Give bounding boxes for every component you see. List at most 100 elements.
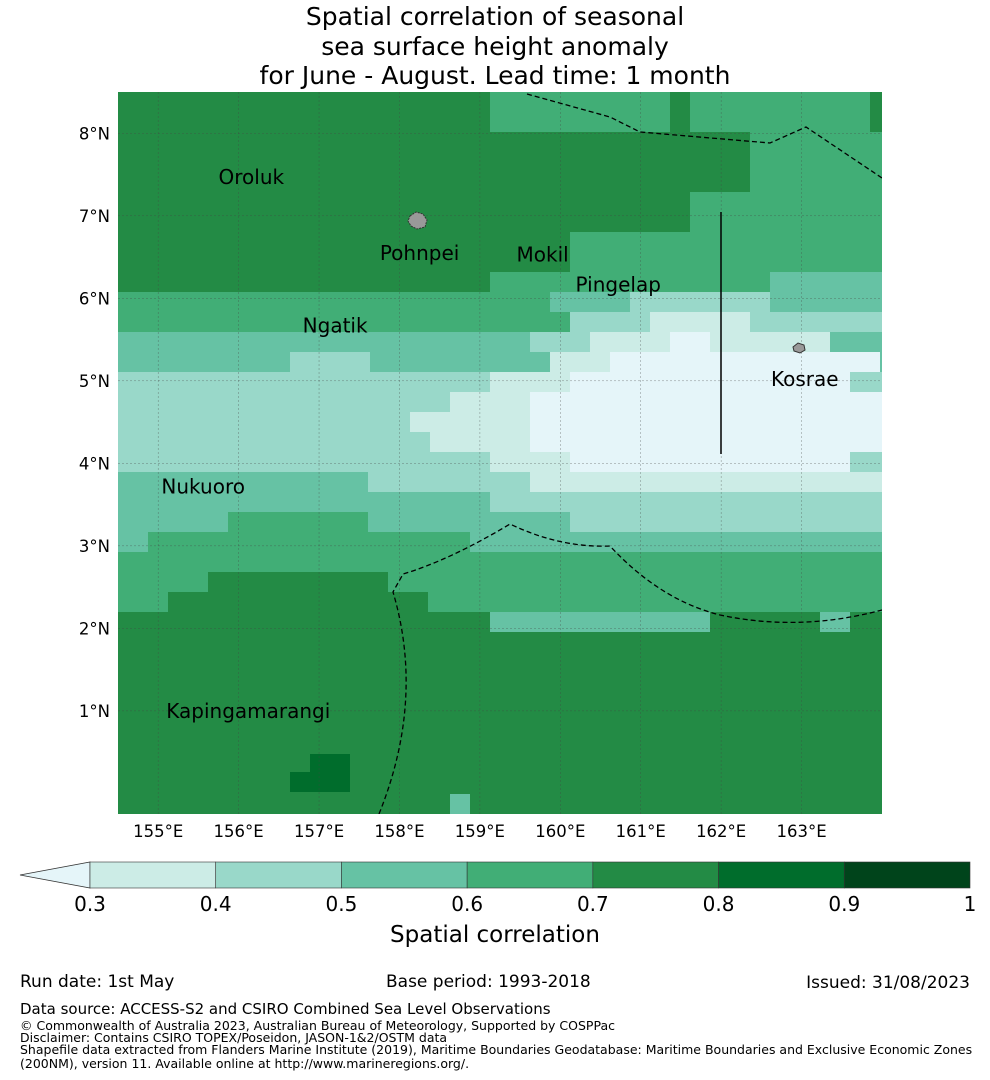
pohnpei-landmass — [407, 211, 428, 230]
lat-tick-label: 8°N — [79, 124, 110, 143]
lat-tick-label: 4°N — [79, 454, 110, 473]
field-patch — [310, 754, 350, 774]
island-labels: Oroluk Pohnpei Mokil Pingelap Ngatik Kosrae Nu… — [161, 165, 838, 723]
colorbar-tick-label: 0.5 — [325, 892, 358, 916]
field-patch — [750, 132, 882, 192]
lat-tick-label: 3°N — [79, 537, 110, 556]
colorbar-tick-label: 0.4 — [199, 892, 232, 916]
colorbar-segment — [466, 861, 594, 889]
field-patch — [570, 452, 850, 472]
field-patch — [228, 512, 368, 532]
field-patch — [590, 332, 670, 352]
lon-tick-label: 161°E — [616, 822, 666, 841]
island-label-ngatik: Ngatik — [303, 314, 368, 338]
lon-tick-label: 160°E — [535, 822, 585, 841]
field-patch — [750, 312, 882, 332]
eez-boundaries — [378, 93, 882, 814]
base-period: Base period: 1993-2018 — [386, 972, 591, 992]
lon-tick-label: 155°E — [133, 822, 183, 841]
colorbar-segment — [843, 861, 971, 889]
map-area: Oroluk Pohnpei Mokil Pingelap Ngatik Kosrae Nu… — [118, 92, 882, 814]
lon-tick-label: 157°E — [294, 822, 344, 841]
lon-tick-label: 162°E — [696, 822, 746, 841]
field-band — [118, 612, 882, 814]
field-patch — [670, 332, 710, 352]
field-patch — [570, 312, 650, 332]
colorbar-title: Spatial correlation — [390, 922, 600, 948]
field-patch — [118, 472, 188, 492]
field-patch — [490, 312, 570, 332]
issued-date: Issued: 31/08/2023 — [806, 973, 970, 993]
field-patch — [770, 292, 882, 312]
field-patch — [470, 532, 882, 552]
colorbar-segment — [718, 861, 845, 889]
field-patch — [410, 412, 530, 432]
field-patch — [118, 532, 148, 552]
field-patch — [490, 612, 710, 632]
field-patch — [570, 512, 882, 532]
island-label-pohnpei: Pohnpei — [380, 241, 460, 265]
colorbar-segment — [215, 861, 342, 889]
field-patch — [208, 572, 388, 592]
field-patch — [610, 352, 880, 372]
title-line-2: sea surface height anomaly — [321, 31, 669, 61]
lat-tick-label: 6°N — [79, 289, 110, 308]
field-patch — [510, 112, 670, 132]
colorbar-tick-label: 0.6 — [451, 892, 484, 916]
field-patch — [570, 232, 882, 272]
field-patch — [530, 332, 590, 352]
lon-tick-label: 159°E — [455, 822, 505, 841]
title-line-3: for June - August. Lead time: 1 month — [259, 61, 731, 90]
run-date: Run date: 1st May — [20, 972, 175, 992]
field-patch — [168, 592, 428, 612]
field-patch — [450, 794, 470, 814]
lon-tick-label: 158°E — [374, 822, 424, 841]
correlation-field — [118, 92, 882, 814]
island-label-kosrae: Kosrae — [771, 367, 839, 391]
island-label-oroluk: Oroluk — [219, 165, 285, 189]
colorbar-segment — [89, 861, 217, 889]
colorbar-segment — [592, 861, 719, 889]
field-patch — [188, 472, 368, 492]
field-patch — [490, 452, 570, 472]
island-label-kapingamarangi: Kapingamarangi — [166, 699, 330, 723]
field-patch — [550, 292, 630, 312]
island-label-nukuoro: Nukuoro — [161, 474, 245, 498]
lon-tick-label: 156°E — [214, 822, 264, 841]
colorbar-tick-label: 1 — [963, 892, 977, 916]
colorbar-tick-label: 0.9 — [828, 892, 861, 916]
longitude-tick-labels: 155°E 156°E 157°E 158°E 159°E 160°E 161°E 162°E… — [133, 822, 827, 841]
colorbar — [19, 861, 971, 889]
disclaimer: Disclaimer: Contains CSIRO TOPEX/Poseido… — [20, 1030, 448, 1045]
field-patch — [490, 492, 882, 512]
lat-tick-label: 5°N — [79, 372, 110, 391]
field-patch — [490, 372, 570, 392]
field-patch — [450, 392, 530, 412]
colorbar-tick-label: 0.3 — [74, 892, 106, 916]
field-patch — [820, 612, 850, 632]
field-patch — [290, 352, 370, 372]
field-patch — [148, 532, 468, 552]
field-patch — [690, 92, 870, 132]
field-patch — [290, 772, 350, 792]
lon-tick-label: 163°E — [776, 822, 826, 841]
gridlines — [118, 92, 882, 814]
colorbar-extend-arrow — [19, 861, 91, 889]
shapefile-credit-1: Shapefile data extracted from Flanders M… — [20, 1042, 973, 1057]
kosrae-landmass — [792, 342, 806, 354]
island-label-mokil: Mokil — [517, 243, 569, 267]
field-patch — [630, 292, 770, 312]
field-patch — [570, 372, 850, 392]
lat-tick-label: 1°N — [79, 702, 110, 721]
lat-tick-label: 7°N — [79, 207, 110, 226]
title-line-1: Spatial correlation of seasonal — [305, 2, 685, 31]
lat-tick-label: 2°N — [79, 619, 110, 638]
eez-boundary-south — [378, 523, 882, 814]
colorbar-tick-label: 0.8 — [702, 892, 735, 916]
island-label-pingelap: Pingelap — [576, 272, 661, 296]
colorbar-segment — [341, 861, 468, 889]
latitude-tick-labels: 8°N 7°N 6°N 5°N 4°N 3°N 2°N 1°N — [79, 124, 110, 721]
field-patch — [530, 392, 882, 452]
map-title: Spatial correlation of seasonal sea surf… — [0, 2, 990, 91]
